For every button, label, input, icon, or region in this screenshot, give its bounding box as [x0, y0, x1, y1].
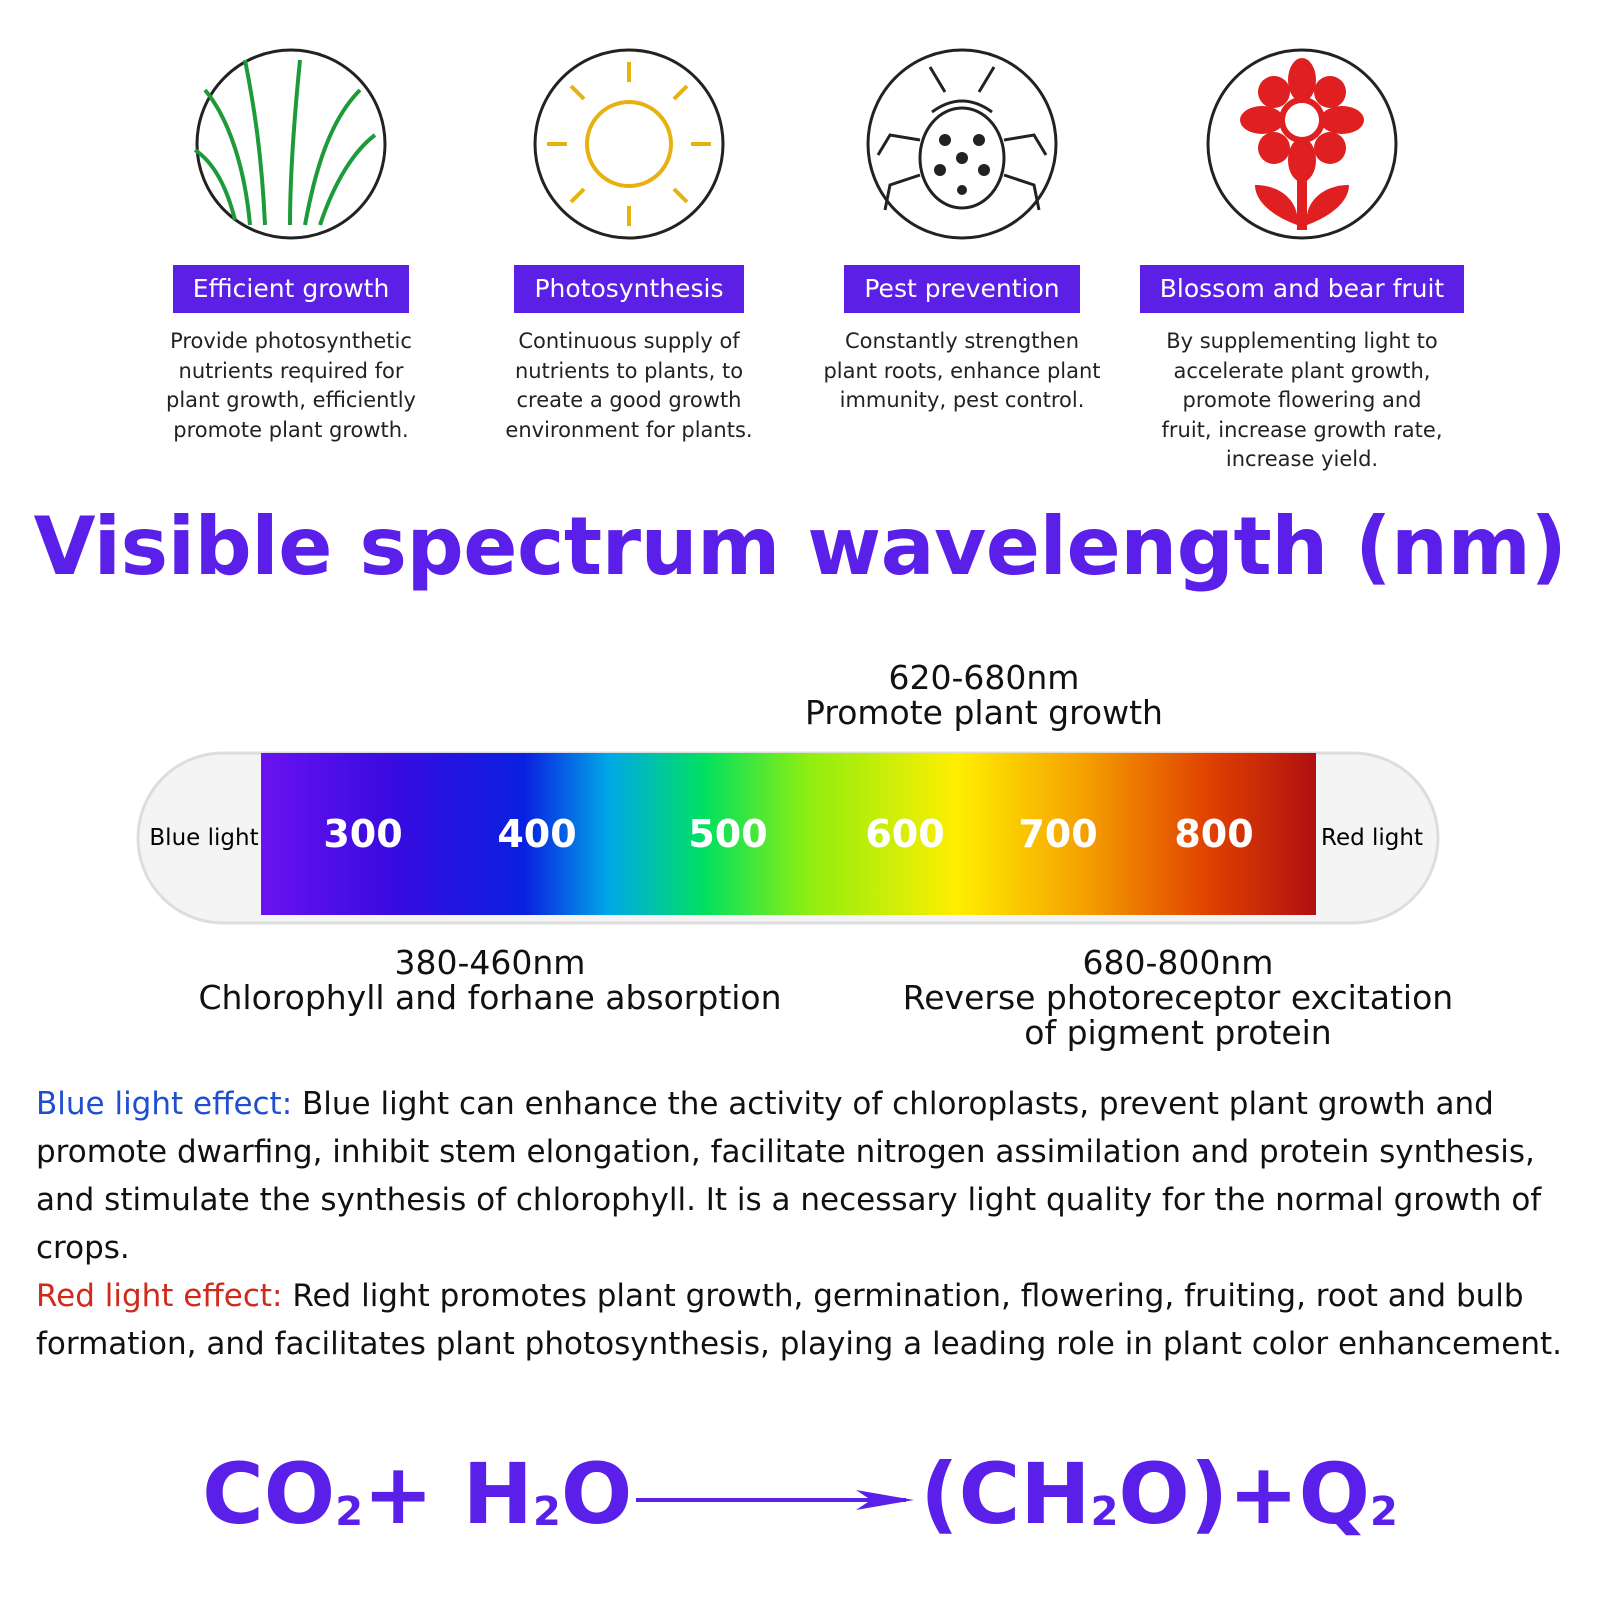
- scale-label: 700: [1018, 812, 1097, 856]
- formula-part: CO: [202, 1445, 336, 1543]
- feature: Pest prevention Constantly strengthen plan…: [792, 265, 1132, 416]
- formula-part: 2: [335, 1489, 364, 1535]
- feature-title: Photosynthesis: [514, 265, 744, 313]
- effects: Blue light effect: Blue light can enhanc…: [36, 1080, 1581, 1368]
- left-label: Blue light: [149, 825, 258, 851]
- desc-line: Constantly strengthen: [844, 329, 1080, 353]
- feature-title: Pest prevention: [844, 265, 1080, 313]
- desc-line: plant growth, efficiently: [165, 388, 416, 412]
- formula-part: O: [560, 1445, 633, 1543]
- annotation-range: 680-800nm: [1082, 943, 1274, 982]
- effect-text: Blue light can enhance the activity of c…: [36, 1086, 1542, 1266]
- desc-line: increase yield.: [1225, 447, 1379, 471]
- formula: CO2+ H2O (CH2O)+Q2: [0, 1445, 1600, 1543]
- desc-line: Continuous supply of: [518, 329, 740, 353]
- flower-icon: [1206, 48, 1398, 240]
- annotation-line: Chlorophyll and forhane absorption: [198, 978, 782, 1017]
- feature: Efficient growth Provide photosynthetic nu…: [121, 265, 461, 445]
- desc-line: create a good growth: [516, 388, 742, 412]
- spectrum-scale: 300 400 500 600 700 800: [323, 812, 1253, 856]
- desc-line: By supplementing light to: [1166, 329, 1438, 353]
- desc-line: promote flowering and: [1182, 388, 1422, 412]
- right-label: Red light: [1321, 825, 1423, 851]
- formula-right: (CH2O)+Q2: [920, 1445, 1398, 1543]
- sun-icon: [533, 48, 725, 240]
- desc-line: immunity, pest control.: [839, 388, 1085, 412]
- desc-line: Provide photosynthetic: [170, 329, 412, 353]
- desc-line: fruit, increase growth rate,: [1161, 417, 1443, 442]
- scale-label: 400: [497, 812, 576, 856]
- feature-title: Blossom and bear fruit: [1139, 265, 1465, 313]
- formula-part: (CH: [920, 1445, 1091, 1543]
- formula-part: 2: [1090, 1489, 1119, 1535]
- scale-label: 600: [865, 812, 944, 856]
- feature-title: Efficient growth: [172, 265, 410, 313]
- formula-part: + H: [363, 1445, 533, 1543]
- feature-desc: By supplementing light to accelerate plan…: [1132, 327, 1472, 475]
- feature: Blossom and bear fruit By supplementing l…: [1132, 265, 1472, 475]
- annotation-line: Promote plant growth: [805, 693, 1163, 732]
- annotation: 620-680nm Promote plant growth: [805, 660, 1163, 730]
- formula-part: 2: [532, 1489, 561, 1535]
- scale-label: 800: [1174, 812, 1253, 856]
- spectrum-bar: [261, 753, 1316, 915]
- annotation: 680-800nm Reverse photoreceptor excitatio…: [903, 945, 1453, 1050]
- formula-part: O)+Q: [1118, 1445, 1371, 1543]
- feature-desc: Constantly strengthen plant roots, enhanc…: [792, 327, 1132, 416]
- desc-line: accelerate plant growth,: [1173, 358, 1431, 383]
- grass-icon: [193, 48, 387, 240]
- scale-label: 300: [323, 812, 402, 856]
- main-title: Visible spectrum wavelength (nm): [33, 500, 1567, 593]
- desc-line: plant roots, enhance plant: [823, 358, 1101, 383]
- desc-line: nutrients required for: [178, 358, 404, 383]
- scale-label: 500: [688, 812, 767, 856]
- annotation-range: 380-460nm: [394, 943, 586, 982]
- annotation-range: 620-680nm: [888, 658, 1080, 697]
- annotation-line: of pigment protein: [1024, 1013, 1332, 1052]
- formula-part: 2: [1370, 1489, 1398, 1535]
- bug-icon: [866, 48, 1058, 240]
- annotation: 380-460nm Chlorophyll and forhane absorpt…: [198, 945, 781, 1015]
- desc-line: promote plant growth.: [173, 417, 409, 442]
- effect: Blue light effect: Blue light can enhanc…: [36, 1080, 1581, 1272]
- effect-text: Red light promotes plant growth, germina…: [36, 1278, 1563, 1362]
- effect-label: Red light effect:: [36, 1278, 283, 1314]
- feature-desc: Provide photosynthetic nutrients required…: [121, 327, 461, 445]
- effect: Red light effect: Red light promotes pla…: [36, 1272, 1581, 1368]
- desc-line: nutrients to plants, to: [514, 358, 744, 383]
- feature-desc: Continuous supply of nutrients to plants,…: [459, 327, 799, 445]
- effect-label: Blue light effect:: [36, 1086, 293, 1122]
- annotation-line: Reverse photoreceptor excitation: [902, 978, 1454, 1017]
- feature: Photosynthesis Continuous supply of nutrie…: [459, 265, 799, 445]
- desc-line: environment for plants.: [505, 417, 753, 442]
- arrow: [636, 1490, 915, 1511]
- formula-left: CO2+ H2O: [202, 1445, 632, 1543]
